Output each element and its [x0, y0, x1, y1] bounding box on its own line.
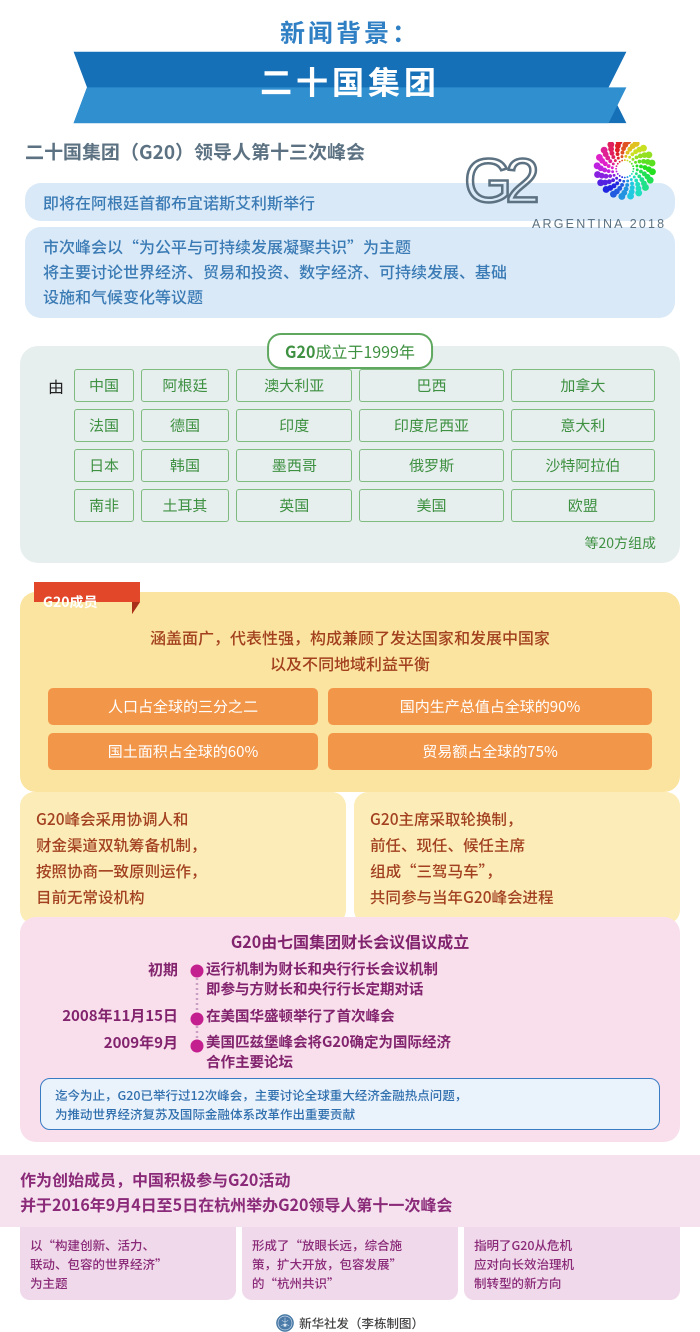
svg-text:ARGENTINA 2018: ARGENTINA 2018 [532, 217, 666, 231]
svg-text:G2: G2 [464, 147, 537, 216]
